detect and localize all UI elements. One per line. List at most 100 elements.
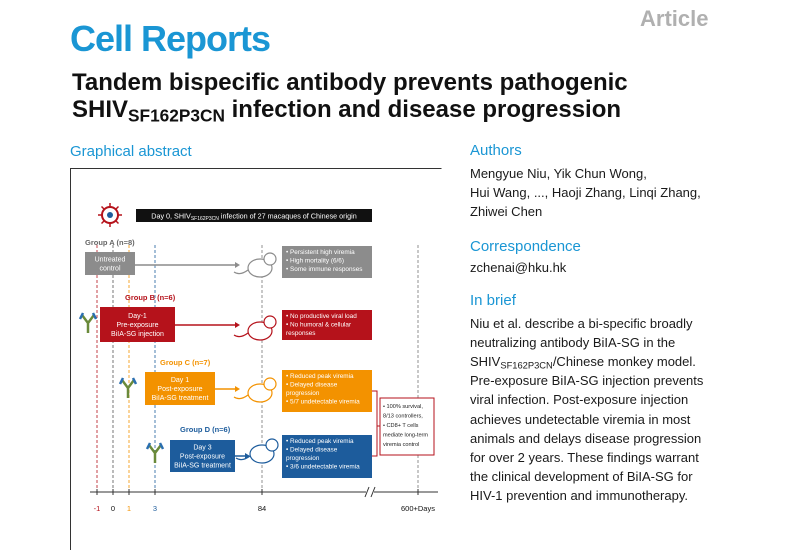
banner-part: Day 0, SHIV	[151, 212, 191, 221]
brief-subscript: SF162P3CN	[500, 360, 553, 371]
summary-text: • CD8+ T cells	[383, 423, 419, 429]
timeline-label: -1	[94, 504, 101, 513]
group-label: Group B (n=6)	[125, 293, 176, 302]
timeline-label: 84	[258, 504, 266, 513]
outcome-text: • Delayed disease	[286, 447, 338, 454]
outcome-box	[282, 310, 372, 340]
virus-spike	[100, 220, 105, 225]
virus-spike	[115, 220, 120, 225]
treatment-text: Untreated	[95, 257, 126, 264]
brief-line: SHIVSF162P3CN/Chinese monkey model.	[470, 354, 696, 370]
arrow-head	[245, 453, 250, 459]
banner-part: infection of 27 macaques of Chinese orig…	[219, 212, 357, 221]
timeline-label: 600+Days	[401, 504, 435, 513]
outcome-text: • Persistent high viremia	[286, 249, 355, 256]
treatment-text: BiIA-SG treatment	[152, 395, 209, 402]
outcome-text: progression	[286, 390, 320, 397]
title-subscript: SF162P3CN	[128, 105, 225, 126]
brief-line: viral infection. Post-exposure injection	[470, 392, 689, 408]
title-text: SHIV	[72, 96, 129, 123]
timeline-label: 0	[111, 504, 115, 513]
bracket	[372, 390, 380, 457]
outcome-text: • Reduced peak viremia	[286, 373, 354, 380]
group-label: Group A (n=8)	[85, 238, 135, 247]
virus-spike	[100, 205, 105, 210]
treatment-text: Post-exposure	[157, 386, 202, 393]
brief-line: the clinical development of BiIA-SG for	[470, 468, 693, 484]
treatment-box	[170, 440, 235, 472]
antibody-icon	[121, 379, 135, 398]
group-label: Group D (n=6)	[180, 425, 231, 434]
section-heading: Graphical abstract	[70, 143, 192, 160]
outcome-box	[282, 435, 372, 478]
arrow-head	[235, 386, 240, 392]
monkey-tail	[233, 332, 249, 338]
treatment-text: Post-exposure	[180, 454, 225, 461]
outcome-text: • No humoral & cellular	[286, 322, 352, 329]
treatment-text: Pre-exposure	[116, 322, 158, 329]
section-heading: Correspondence	[470, 238, 581, 255]
monkey-head	[263, 315, 277, 329]
monkey-tail	[235, 455, 251, 461]
outcome-text: • 5/7 undetectable viremia	[286, 399, 360, 406]
article-type: Article	[640, 6, 709, 31]
axis-break	[364, 486, 376, 498]
treatment-text: BiIA-SG treatment	[174, 463, 231, 470]
virus-spike	[115, 205, 120, 210]
outcome-box	[282, 246, 372, 278]
title-line: Tandem bispecific antibody prevents path…	[72, 69, 628, 96]
author-line: Mengyue Niu, Yik Chun Wong,	[470, 166, 647, 181]
monkey-head	[263, 377, 277, 391]
outcome-text: • No productive viral load	[286, 313, 357, 320]
title-text: infection and disease progression	[224, 96, 622, 123]
outcome-text: progression	[286, 455, 320, 462]
brief-line: Pre-exposure BiIA-SG injection prevents	[470, 373, 704, 389]
treatment-text: Day 1	[171, 377, 189, 384]
arrow-head	[235, 262, 240, 268]
group-label: Group C (n=7)	[160, 358, 211, 367]
antibody-icon	[81, 314, 95, 333]
brief-line: HIV-1 prevention and immunotherapy.	[470, 487, 688, 503]
treatment-text: Day 3	[193, 445, 211, 452]
summary-text: mediate long-term	[383, 433, 428, 439]
brief-line: neutralizing antibody BiIA-SG in the	[470, 335, 676, 351]
outcome-text: responses	[286, 330, 316, 337]
email: zchenai@hku.hk	[470, 260, 567, 275]
title-line: SHIVSF162P3CN infection and disease prog…	[72, 96, 621, 126]
monkey-tail	[233, 269, 249, 275]
antibody-icon	[148, 444, 162, 463]
timeline-label: 1	[127, 504, 131, 513]
author-line: Hui Wang, ..., Haoji Zhang, Linqi Zhang,	[470, 185, 701, 200]
arrow-head	[235, 322, 240, 328]
antibody-arm	[78, 312, 98, 320]
monkey-head	[265, 438, 279, 452]
banner	[136, 209, 372, 222]
journal-name: Cell Reports	[70, 18, 271, 59]
outcome-box	[282, 370, 372, 412]
timeline-label: 3	[153, 504, 157, 513]
summary-text: 8/13 controllers,	[383, 414, 423, 420]
banner-subscript: SF162P3CN	[191, 216, 219, 222]
outcome-text: • 3/6 undetectable viremia	[286, 464, 360, 471]
treatment-box	[85, 252, 135, 275]
monkey-head	[263, 252, 277, 266]
treatment-box	[145, 372, 215, 405]
treatment-text: BiIA-SG injection	[111, 331, 164, 338]
section-heading: In brief	[470, 292, 516, 309]
treatment-text: control	[99, 266, 120, 273]
summary-text: viremia control	[383, 442, 419, 448]
brief-text: /Chinese monkey model.	[552, 354, 696, 370]
treatment-text: Day-1	[128, 313, 147, 320]
summary-text: • 100% survival,	[383, 404, 423, 410]
brief-text: SHIV	[470, 354, 501, 370]
virus-core	[107, 212, 113, 218]
section-heading: Authors	[470, 142, 522, 159]
outcome-text: • Some immune responses	[286, 266, 362, 273]
monkey-tail	[233, 394, 249, 400]
brief-line: for over 2 years. These findings warrant	[470, 449, 699, 465]
graphical-abstract: Day 0, SHIVSF162P3CN infection of 27 mac…	[70, 168, 442, 550]
banner-text: Day 0, SHIVSF162P3CN infection of 27 mac…	[151, 212, 356, 223]
figure-border	[70, 168, 442, 550]
author-line: Zhiwei Chen	[470, 204, 543, 219]
